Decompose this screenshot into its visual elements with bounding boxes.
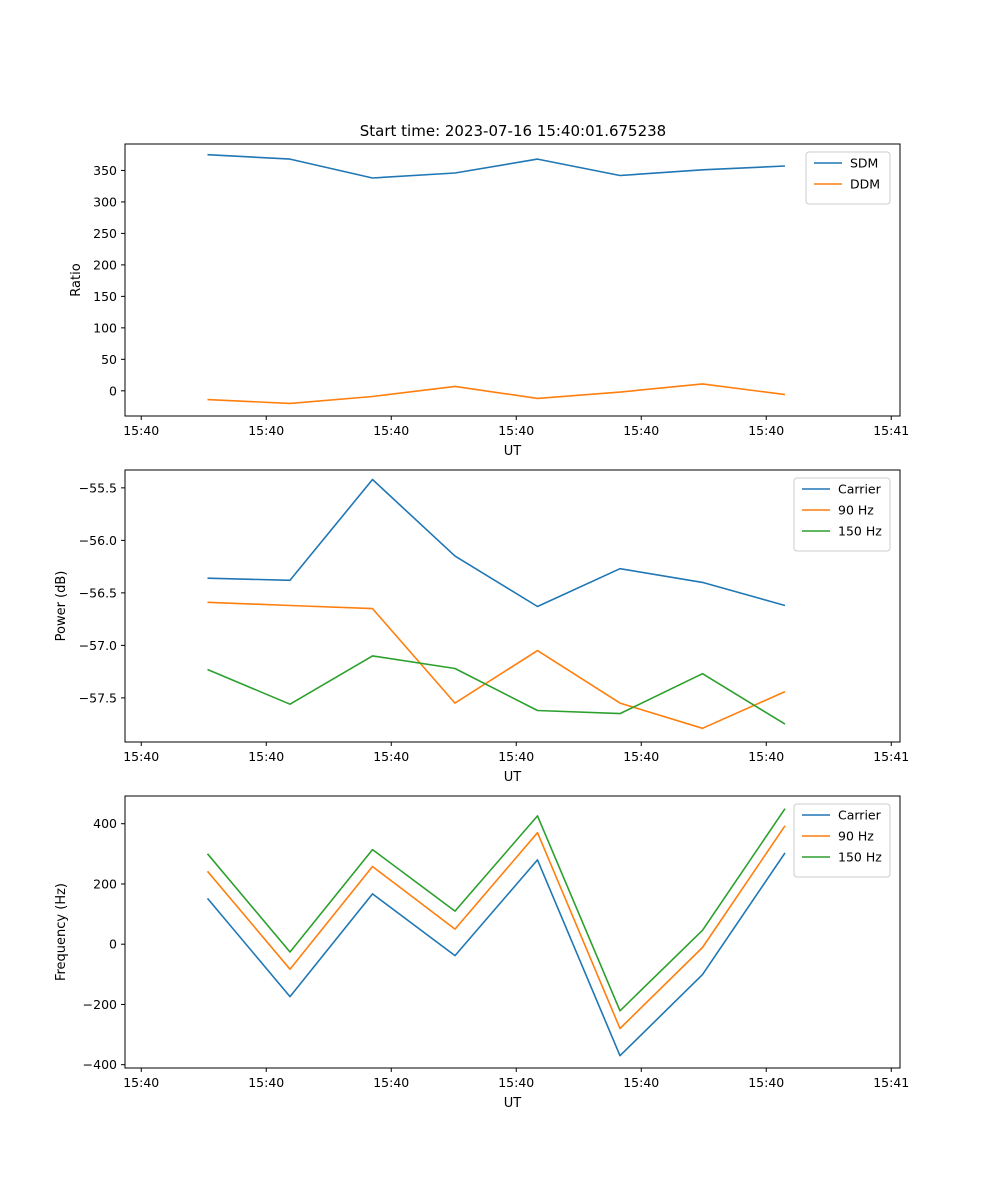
series-line-150-hz <box>207 655 786 725</box>
y-tick-label: 0 <box>109 937 117 952</box>
x-tick-label: 15:40 <box>623 423 659 438</box>
series-line-carrier <box>206 852 786 1057</box>
x-tick-label: 15:40 <box>248 423 284 438</box>
subplots-container: 15:40 15:40 15:40 15:40 15:40 15:40 15:41 0 50 10… <box>54 143 909 1111</box>
y-tick-label: −400 <box>83 1057 117 1072</box>
x-tick-label: 15:41 <box>873 1075 909 1090</box>
legend-label-90-hz: 90 Hz <box>838 503 874 518</box>
x-tick-label: 15:40 <box>248 749 284 764</box>
subplot-1: 15:40 15:40 15:40 15:40 15:40 15:40 15:41 0 50 10… <box>69 143 909 459</box>
y-tick-label: 0 <box>109 383 117 398</box>
legend-box <box>805 151 891 205</box>
x-tick-label: 15:40 <box>123 1075 159 1090</box>
x-tick-label: 15:40 <box>748 1075 784 1090</box>
x-tick-label: 15:40 <box>123 749 159 764</box>
legend-label-150-hz: 150 Hz <box>838 850 882 865</box>
y-tick-label: 200 <box>93 257 117 272</box>
legend-box <box>793 803 891 878</box>
x-tick-label: 15:40 <box>373 1075 409 1090</box>
x-tick-label: 15:40 <box>123 423 159 438</box>
x-tick-label: 15:40 <box>623 749 659 764</box>
x-tick-label: 15:40 <box>748 749 784 764</box>
y-tick-label: 150 <box>93 289 117 304</box>
series-line-sdm <box>207 153 786 179</box>
legend-label-sdm: SDM <box>850 156 878 171</box>
legend-label-carrier: Carrier <box>838 808 882 823</box>
x-tick-label: 15:40 <box>498 423 534 438</box>
axes-frame <box>124 795 901 1069</box>
x-axis-label: UT <box>504 770 522 785</box>
y-tick-label: −57.5 <box>79 690 117 705</box>
series-line-carrier <box>207 478 786 608</box>
x-tick-label: 15:41 <box>873 749 909 764</box>
y-tick-label: 350 <box>93 163 117 178</box>
x-tick-label: 15:40 <box>373 423 409 438</box>
y-tick-label: −57.0 <box>79 638 117 653</box>
y-tick-label: −56.5 <box>79 585 117 600</box>
series-line-90-hz <box>206 825 786 1030</box>
legend: Carrier 90 Hz 150 Hz <box>793 803 891 878</box>
y-tick-label: 400 <box>93 816 117 831</box>
x-tick-label: 15:40 <box>498 1075 534 1090</box>
series-line-150-hz <box>206 808 786 1012</box>
x-axis-label: UT <box>504 1096 522 1111</box>
axes-frame <box>124 469 901 743</box>
y-tick-label: 100 <box>93 320 117 335</box>
series-line-ddm <box>207 383 786 405</box>
legend-box <box>793 477 891 552</box>
y-tick-label: 50 <box>101 352 117 367</box>
x-tick-label: 15:40 <box>748 423 784 438</box>
y-tick-label: −55.5 <box>79 480 117 495</box>
axes-frame <box>124 143 901 417</box>
x-tick-label: 15:40 <box>248 1075 284 1090</box>
legend-label-90-hz: 90 Hz <box>838 829 874 844</box>
x-tick-label: 15:40 <box>498 749 534 764</box>
series-line-90-hz <box>207 601 786 730</box>
legend-label-150-hz: 150 Hz <box>838 524 882 539</box>
y-tick-label: −56.0 <box>79 533 117 548</box>
y-axis-label: Power (dB) <box>54 571 69 642</box>
subplot-3: 15:40 15:40 15:40 15:40 15:40 15:40 15:41 −400 −… <box>54 795 909 1111</box>
y-tick-label: 300 <box>93 194 117 209</box>
legend: Carrier 90 Hz 150 Hz <box>793 477 891 552</box>
y-tick-label: −200 <box>83 997 117 1012</box>
y-tick-label: 250 <box>93 226 117 241</box>
x-tick-label: 15:40 <box>623 1075 659 1090</box>
y-axis-label: Frequency (Hz) <box>54 883 69 981</box>
x-tick-label: 15:40 <box>373 749 409 764</box>
x-axis-label: UT <box>504 444 522 459</box>
subplot-2: 15:40 15:40 15:40 15:40 15:40 15:40 15:41 −57.5… <box>54 469 909 785</box>
legend-label-ddm: DDM <box>850 177 880 192</box>
x-tick-label: 15:41 <box>873 423 909 438</box>
legend: SDM DDM <box>805 151 891 205</box>
y-tick-label: 200 <box>93 876 117 891</box>
figure-title: Start time: 2023-07-16 15:40:01.675238 <box>360 122 666 140</box>
y-axis-label: Ratio <box>69 263 84 296</box>
legend-label-carrier: Carrier <box>838 482 882 497</box>
